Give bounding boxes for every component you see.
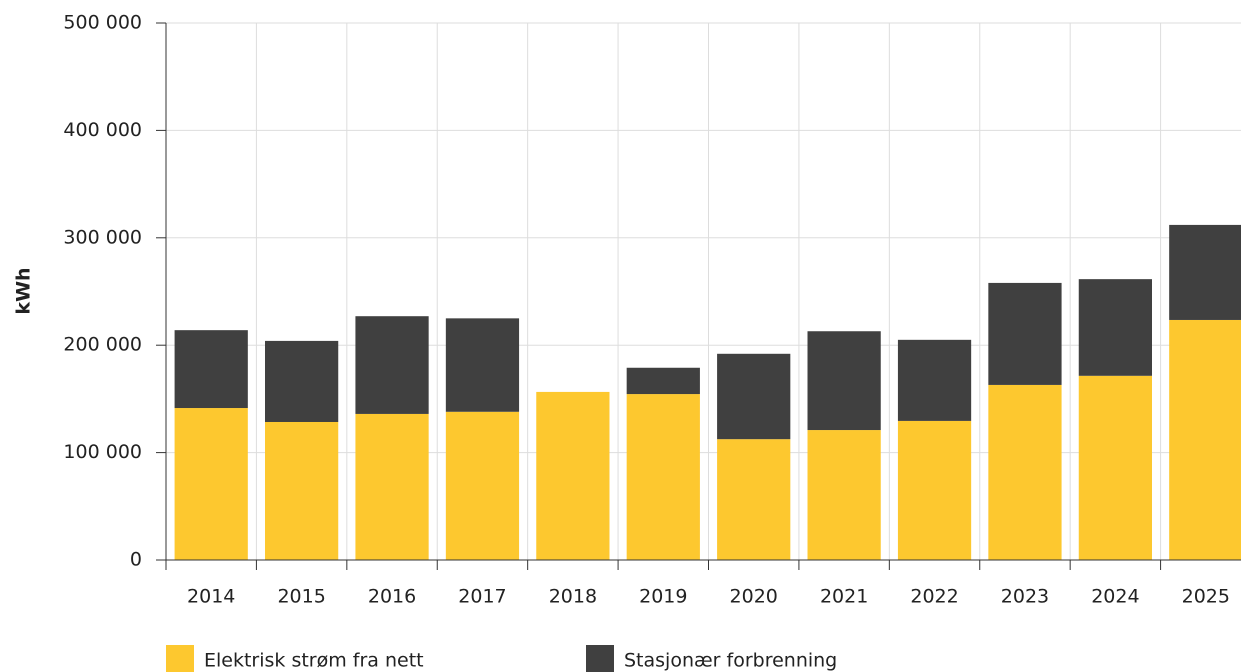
x-tick-label: 2023 [1001,586,1049,608]
bar-segment [355,413,429,560]
bar-segment [626,394,700,560]
y-tick-label: 300 000 [63,226,142,248]
y-tick-label: 200 000 [63,334,142,356]
bar-segment [355,316,429,414]
bar-segment [265,421,339,560]
x-tick-label: 2018 [549,586,597,608]
bar-segment [807,430,881,560]
x-tick-label: 2019 [639,586,687,608]
y-tick-label: 0 [130,549,142,571]
y-tick-label: 100 000 [63,441,142,463]
bar-segment [988,282,1062,385]
legend-swatch [586,645,614,672]
x-tick-label: 2022 [910,586,958,608]
bar-segment [1078,279,1152,376]
bar-segment [807,331,881,431]
bar-segment [1169,224,1241,320]
x-tick-label: 2024 [1091,586,1139,608]
y-tick-label: 500 000 [63,12,142,34]
bar-segment [717,439,791,560]
legend-swatch [166,645,194,672]
x-tick-label: 2016 [368,586,416,608]
legend-label: Elektrisk strøm fra nett [204,650,424,672]
x-tick-label: 2015 [277,586,325,608]
bar-segment [265,340,339,422]
legend-label: Stasjonær forbrenning [624,650,837,672]
x-tick-label: 2025 [1182,586,1230,608]
bar-segment [174,330,248,409]
bar-segment [1078,375,1152,560]
x-tick-label: 2017 [458,586,506,608]
y-axis-label: kWh [13,267,35,314]
bar-segment [988,384,1062,560]
bar-segment [174,408,248,560]
x-tick-label: 2020 [730,586,778,608]
bar-segment [897,339,972,421]
bar-segment [626,367,700,395]
bar-segment [717,353,791,440]
y-tick-label: 400 000 [63,119,142,141]
x-tick-label: 2014 [187,586,235,608]
bar-segment [536,391,610,560]
x-tick-label: 2021 [820,586,868,608]
bar-segment [897,420,972,560]
bar-segment [445,411,520,560]
bar-segment [445,318,520,412]
bar-segment [1169,319,1241,560]
